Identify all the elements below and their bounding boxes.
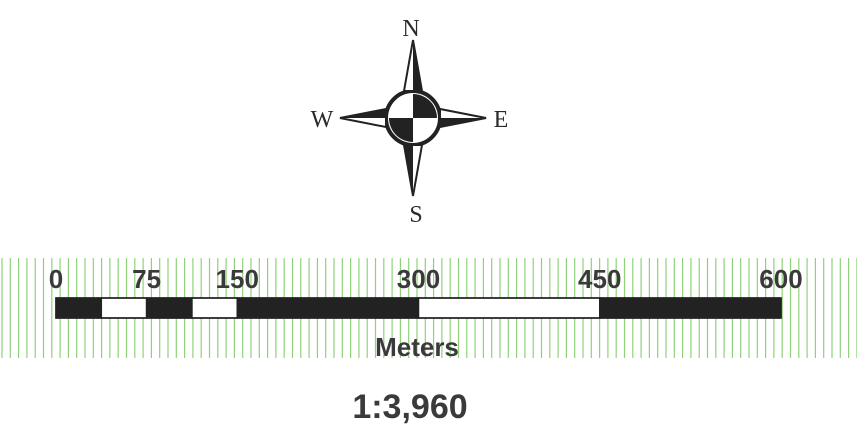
scale-ratio-label: 1:3,960 [352, 388, 467, 426]
scale-bar [55, 297, 782, 319]
scale-segment-5 [236, 297, 420, 319]
scale-segment-2 [100, 297, 148, 319]
scale-tick-label: 75 [132, 264, 161, 294]
scale-tick-label: 300 [397, 264, 440, 294]
scale-tick-label: 600 [759, 264, 802, 294]
scale-segment-6 [417, 297, 601, 319]
scale-segment-7 [599, 297, 782, 319]
scale-tick-label: 150 [216, 264, 259, 294]
compass-south-label: S [409, 202, 422, 228]
scale-bar-outline [55, 297, 782, 319]
scale-segment-4 [191, 297, 238, 319]
scale-tick-label: 450 [578, 264, 621, 294]
scale-bar-tick-labels: 0 75 150 300 450 600 [49, 264, 803, 294]
scale-tick-label: 0 [49, 264, 63, 294]
scale-segment-1 [55, 297, 103, 319]
compass-east-label: E [494, 107, 509, 133]
north-arrow-icon [339, 39, 487, 197]
compass-west-label: W [311, 107, 334, 133]
scale-units-label: Meters [375, 332, 459, 362]
compass-north-label: N [402, 16, 419, 42]
scale-segment-3 [145, 297, 193, 319]
